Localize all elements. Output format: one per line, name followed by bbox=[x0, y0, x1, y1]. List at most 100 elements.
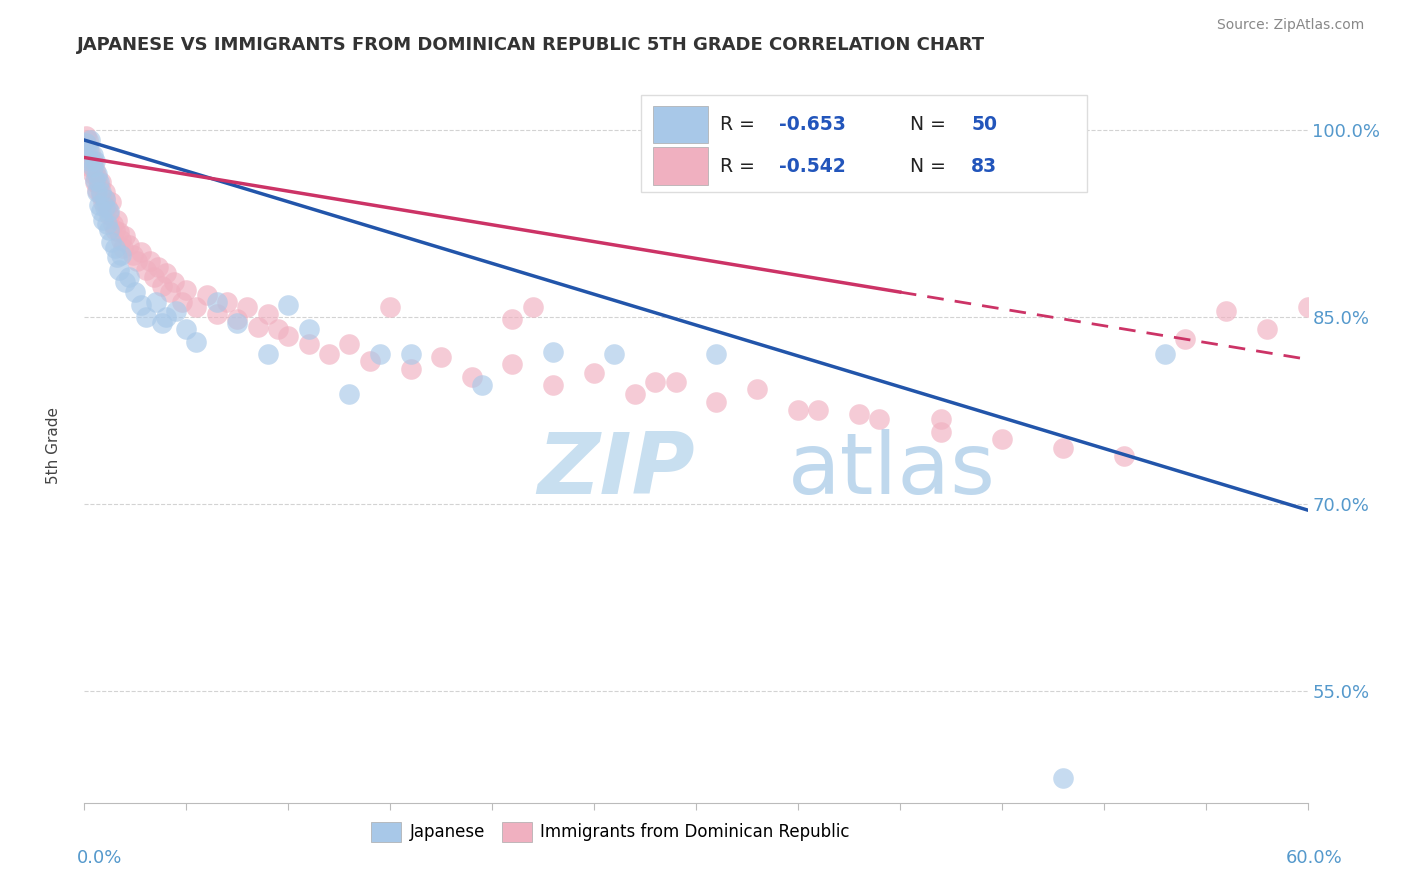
Point bbox=[131, 245, 153, 260]
Point bbox=[142, 270, 165, 285]
Point bbox=[1052, 771, 1074, 785]
Point bbox=[93, 192, 115, 206]
Point bbox=[100, 235, 122, 250]
Point bbox=[502, 312, 524, 326]
Point bbox=[644, 375, 666, 389]
Point bbox=[93, 192, 115, 206]
Point bbox=[93, 200, 115, 214]
Point bbox=[90, 176, 112, 190]
Point bbox=[110, 248, 132, 262]
Point bbox=[226, 316, 249, 330]
Point bbox=[236, 300, 259, 314]
Point bbox=[77, 133, 100, 147]
Point bbox=[1174, 332, 1197, 346]
Text: N =: N = bbox=[910, 115, 952, 134]
Point bbox=[522, 300, 544, 314]
Text: 60.0%: 60.0% bbox=[1286, 849, 1343, 867]
Point bbox=[79, 145, 101, 160]
Point bbox=[87, 176, 110, 190]
Point bbox=[195, 287, 218, 301]
Point bbox=[112, 242, 135, 256]
Point bbox=[159, 285, 181, 299]
Point bbox=[155, 266, 177, 280]
Point bbox=[114, 275, 136, 289]
Point bbox=[217, 295, 239, 310]
Point bbox=[108, 225, 131, 239]
Point bbox=[1114, 450, 1136, 464]
Point bbox=[430, 350, 453, 364]
Point bbox=[706, 394, 728, 409]
Point bbox=[87, 179, 110, 194]
Point bbox=[104, 242, 127, 256]
Point bbox=[146, 260, 169, 274]
Point bbox=[1296, 300, 1319, 314]
Text: -0.542: -0.542 bbox=[779, 157, 846, 176]
Point bbox=[83, 176, 105, 190]
Point bbox=[502, 357, 524, 371]
Point bbox=[174, 283, 197, 297]
Point bbox=[108, 262, 131, 277]
Point bbox=[339, 387, 361, 401]
Text: R =: R = bbox=[720, 115, 761, 134]
Point bbox=[138, 254, 160, 268]
Point bbox=[929, 412, 952, 426]
Point bbox=[90, 204, 112, 219]
Point bbox=[83, 173, 105, 187]
Point bbox=[155, 310, 177, 324]
Point bbox=[807, 403, 830, 417]
Point bbox=[583, 366, 606, 380]
Text: N =: N = bbox=[910, 157, 952, 176]
Point bbox=[91, 195, 114, 210]
Point bbox=[90, 187, 112, 202]
Point bbox=[747, 382, 769, 396]
Point bbox=[97, 223, 120, 237]
Point bbox=[75, 129, 97, 144]
Point bbox=[298, 337, 321, 351]
Point bbox=[787, 403, 810, 417]
Point bbox=[543, 378, 565, 392]
Point bbox=[399, 362, 422, 376]
Point bbox=[122, 248, 145, 262]
Point bbox=[665, 375, 688, 389]
Point bbox=[257, 347, 280, 361]
Point bbox=[105, 212, 128, 227]
Point bbox=[105, 250, 128, 264]
Point bbox=[1256, 322, 1278, 336]
Point bbox=[186, 300, 208, 314]
Point bbox=[131, 297, 153, 311]
Point bbox=[624, 387, 647, 401]
Point bbox=[90, 186, 112, 200]
Point bbox=[1052, 441, 1074, 455]
Point bbox=[124, 285, 146, 299]
Point bbox=[359, 353, 381, 368]
Point bbox=[267, 322, 290, 336]
Point bbox=[172, 295, 194, 310]
Point bbox=[100, 195, 122, 210]
Point bbox=[135, 310, 157, 324]
Text: R =: R = bbox=[720, 157, 761, 176]
Point bbox=[226, 312, 249, 326]
Point bbox=[97, 204, 120, 219]
Text: ZIP: ZIP bbox=[537, 429, 695, 512]
Text: 5th Grade: 5th Grade bbox=[46, 408, 60, 484]
Point bbox=[91, 212, 114, 227]
Point bbox=[86, 186, 108, 200]
Point bbox=[205, 295, 228, 310]
Point bbox=[150, 316, 173, 330]
Text: atlas: atlas bbox=[787, 429, 995, 512]
Point bbox=[77, 142, 100, 156]
Point bbox=[277, 297, 299, 311]
Point bbox=[127, 254, 149, 268]
Point bbox=[77, 151, 100, 165]
Text: -0.653: -0.653 bbox=[779, 115, 846, 134]
Point bbox=[86, 183, 108, 197]
Point bbox=[186, 334, 208, 349]
Point bbox=[93, 186, 115, 200]
Point bbox=[298, 322, 321, 336]
Point bbox=[399, 347, 422, 361]
Point bbox=[82, 161, 104, 175]
FancyBboxPatch shape bbox=[654, 105, 709, 143]
Point bbox=[163, 275, 186, 289]
Point bbox=[75, 142, 97, 156]
Point bbox=[368, 347, 391, 361]
